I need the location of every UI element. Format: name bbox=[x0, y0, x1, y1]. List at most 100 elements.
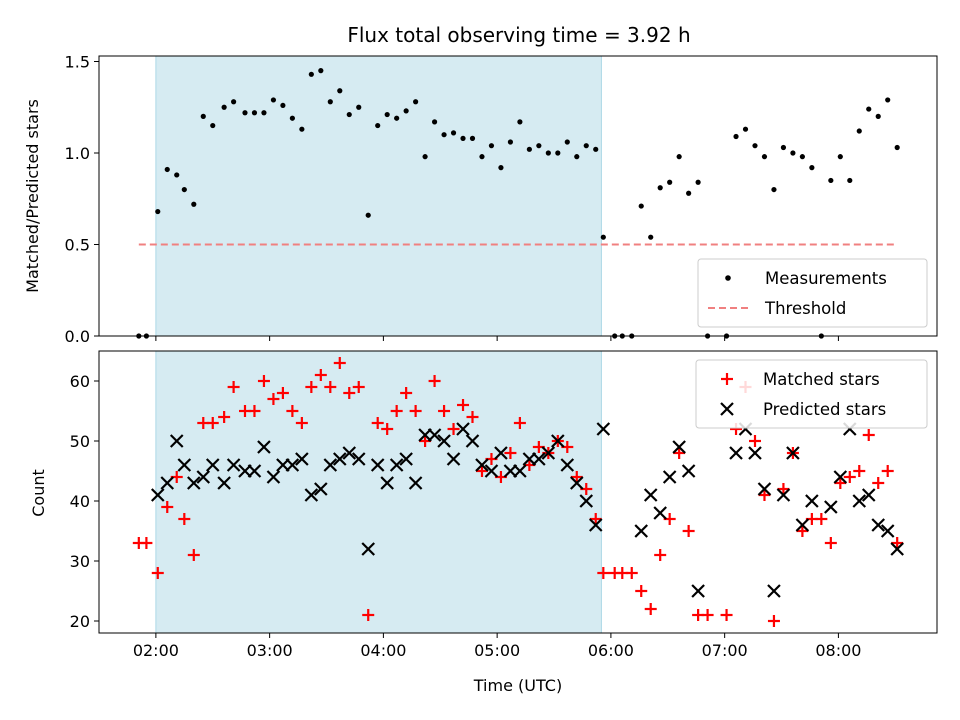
matched-stars-point bbox=[161, 501, 174, 513]
measurement-point bbox=[507, 139, 514, 145]
measurement-point bbox=[181, 186, 187, 193]
x-tick-label: 08:00 bbox=[815, 641, 861, 660]
measurement-point bbox=[403, 108, 409, 114]
matched-stars-point bbox=[218, 411, 231, 423]
bottom-panel: 02:00 03:00 04:00 05:00 06:00 07:00 08:00 20 30 4… bbox=[29, 350, 938, 660]
measurement-point bbox=[299, 126, 305, 132]
legend-predicted-label: Predicted stars bbox=[763, 400, 886, 419]
measurement-point bbox=[593, 146, 599, 152]
measurement-point bbox=[686, 190, 692, 196]
predicted-stars-point bbox=[285, 458, 300, 472]
measurement-point bbox=[771, 186, 777, 193]
legend-measurements-marker bbox=[725, 275, 731, 281]
predicted-stars-point bbox=[150, 488, 165, 502]
measurement-point bbox=[289, 115, 295, 121]
matched-stars-point bbox=[324, 381, 337, 393]
measurement-point bbox=[488, 143, 495, 149]
measurement-point bbox=[885, 97, 891, 103]
matched-stars-point bbox=[834, 477, 847, 489]
matched-stars-point bbox=[720, 609, 733, 621]
top-legend-box bbox=[697, 258, 928, 328]
top-panel-frame bbox=[98, 55, 938, 337]
shaded-observing-interval bbox=[155, 350, 602, 634]
matched-stars-point bbox=[206, 417, 219, 429]
measurement-point bbox=[242, 110, 248, 116]
measurement-point bbox=[790, 150, 796, 156]
matched-stars-point bbox=[428, 375, 441, 387]
predicted-stars-point bbox=[757, 482, 772, 496]
predicted-stars-point bbox=[389, 458, 404, 472]
predicted-stars-point bbox=[351, 452, 366, 466]
measurement-point bbox=[174, 172, 180, 178]
measurement-point bbox=[394, 115, 400, 121]
predicted-stars-point bbox=[551, 434, 565, 448]
matched-stars-point bbox=[862, 429, 875, 441]
y-tick-label: 1.0 bbox=[65, 144, 90, 163]
matched-stars-point bbox=[767, 615, 780, 627]
matched-stars-point bbox=[295, 417, 308, 429]
matched-stars-point bbox=[504, 447, 517, 459]
predicted-stars-point bbox=[513, 464, 527, 478]
matched-stars-point bbox=[673, 447, 686, 459]
legend-measurements-label: Measurements bbox=[765, 269, 887, 288]
matched-stars-point bbox=[824, 537, 837, 549]
matched-stars-point bbox=[314, 369, 327, 381]
predicted-stars-point bbox=[187, 476, 201, 490]
predicted-stars-point bbox=[314, 482, 328, 496]
matched-stars-point bbox=[438, 405, 451, 417]
bottom-panel-legend: Matched stars Predicted stars bbox=[695, 359, 928, 429]
predicted-stars-point bbox=[786, 446, 800, 460]
matched-stars-point bbox=[701, 609, 714, 621]
measurement-point bbox=[875, 113, 881, 119]
matched-stars-point bbox=[248, 405, 261, 417]
shaded-observing-interval bbox=[155, 55, 602, 337]
predicted-stars-point bbox=[361, 542, 375, 556]
matched-stars-point bbox=[758, 489, 771, 501]
y-tick-label: 30 bbox=[70, 552, 90, 571]
matched-stars-point bbox=[276, 387, 289, 399]
matched-stars-point bbox=[748, 435, 761, 447]
matched-stars-point bbox=[187, 549, 200, 561]
measurement-point bbox=[164, 166, 170, 173]
measurement-point bbox=[280, 102, 286, 109]
measurement-point bbox=[337, 88, 343, 94]
measurement-point bbox=[894, 144, 900, 151]
measurement-point bbox=[191, 201, 197, 207]
measurement-point bbox=[155, 208, 161, 215]
measurement-point bbox=[847, 177, 853, 184]
measurement-point bbox=[261, 110, 267, 116]
x-axis-label: Time (UTC) bbox=[473, 676, 562, 695]
bottom-panel-ylabel: Count bbox=[29, 469, 48, 517]
predicted-stars-point bbox=[729, 446, 743, 460]
measurement-point bbox=[251, 110, 258, 116]
matched-stars-point bbox=[597, 567, 610, 579]
predicted-stars-point bbox=[767, 584, 781, 598]
matched-stars-point bbox=[257, 375, 270, 387]
predicted-stars-point bbox=[266, 470, 281, 484]
measurement-point bbox=[375, 122, 381, 129]
top-panel-legend: Measurements Threshold bbox=[697, 258, 928, 328]
predicted-stars-point bbox=[691, 584, 705, 598]
measurement-point bbox=[657, 185, 663, 191]
predicted-stars-point bbox=[160, 476, 175, 490]
predicted-stars-point bbox=[456, 422, 470, 436]
matched-stars-point bbox=[333, 357, 346, 369]
matched-stars-point bbox=[267, 393, 280, 405]
x-tick-label: 03:00 bbox=[247, 641, 293, 660]
matched-stars-point bbox=[853, 465, 866, 477]
measurement-point bbox=[583, 143, 589, 149]
predicted-stars-point bbox=[380, 476, 394, 490]
predicted-stars-point bbox=[427, 428, 442, 442]
bottom-panel-frame bbox=[98, 350, 938, 634]
measurement-point bbox=[564, 139, 570, 145]
measurement-point bbox=[327, 99, 333, 105]
legend-matched-marker bbox=[721, 373, 733, 385]
measurement-point bbox=[210, 122, 216, 129]
x-tick-label: 07:00 bbox=[702, 641, 748, 660]
predicted-stars-point bbox=[205, 458, 220, 472]
matched-stars-point bbox=[475, 465, 488, 477]
matched-stars-point bbox=[457, 399, 470, 411]
measurement-point bbox=[365, 212, 371, 218]
top-panel: 0.0 0.5 1.0 1.5 Matched/Predicted stars Mea… bbox=[23, 52, 938, 346]
measurement-point bbox=[545, 150, 551, 156]
